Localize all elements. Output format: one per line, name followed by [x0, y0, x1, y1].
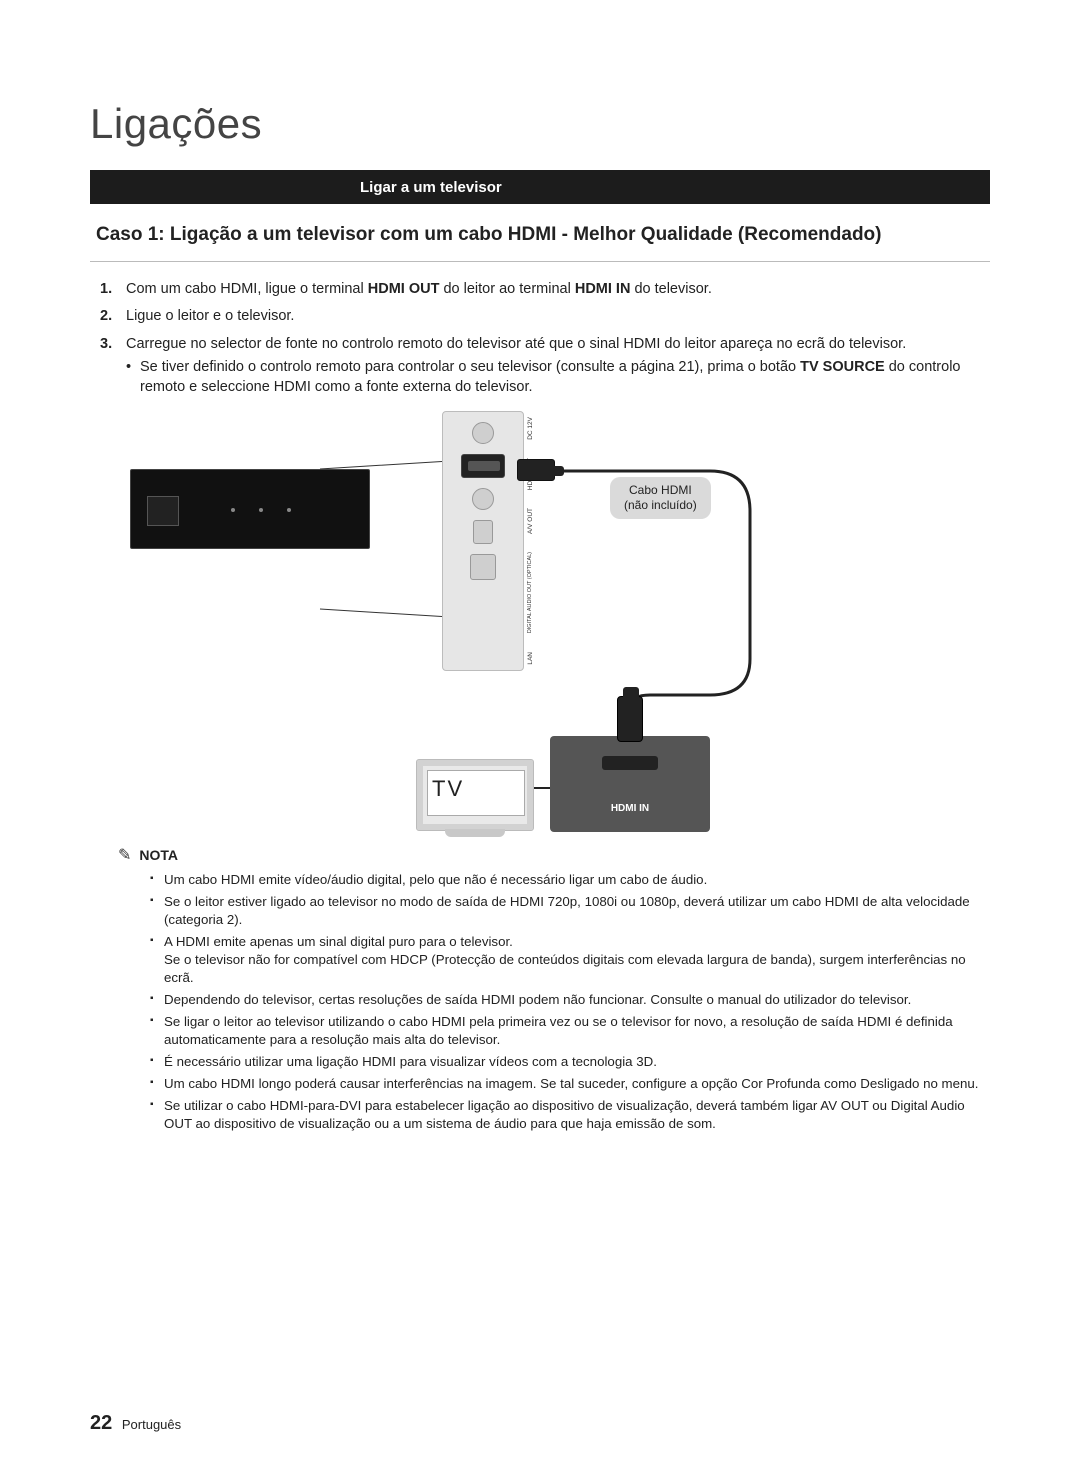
case-title: Caso 1: Ligação a um televisor com um ca…	[90, 222, 990, 249]
hdmi-plug-tv-side	[617, 696, 643, 742]
step-body: Carregue no selector de fonte no control…	[126, 335, 990, 398]
step-body: Ligue o leitor e o televisor.	[126, 307, 294, 327]
notes-list: Um cabo HDMI emite vídeo/áudio digital, …	[90, 871, 990, 1132]
label-dc: DC 12V	[528, 417, 552, 440]
connection-diagram: DC 12V HDMI OUT A/V OUT DIGITAL AUDIO OU…	[90, 409, 990, 839]
hdmi-in-label: HDMI IN	[550, 803, 710, 814]
cable-label-line2: (não incluído)	[624, 498, 697, 513]
hdmi-in-port	[602, 756, 658, 770]
note-item: Se ligar o leitor ao televisor utilizand…	[150, 1013, 990, 1049]
cable-label: Cabo HDMI (não incluído)	[610, 477, 711, 519]
page-number: 22	[90, 1412, 112, 1434]
port-dc	[472, 422, 494, 444]
note-item: Dependendo do televisor, certas resoluçõ…	[150, 991, 990, 1009]
note-item: Um cabo HDMI emite vídeo/áudio digital, …	[150, 871, 990, 889]
chapter-title: Ligações	[90, 100, 990, 148]
tv-hdmi-in-closeup: HDMI IN	[550, 736, 710, 832]
cable-label-line1: Cabo HDMI	[624, 483, 697, 498]
note-icon: ✎	[118, 845, 131, 865]
note-heading: ✎ NOTA	[118, 845, 990, 865]
step-item: 1.Com um cabo HDMI, ligue o terminal HDM…	[100, 280, 990, 300]
note-item: Um cabo HDMI longo poderá causar interfe…	[150, 1075, 990, 1093]
footer-language: Português	[122, 1417, 181, 1432]
divider	[90, 261, 990, 262]
tv-stand	[445, 829, 505, 837]
steps-list: 1.Com um cabo HDMI, ligue o terminal HDM…	[90, 280, 990, 398]
step-item: 3.Carregue no selector de fonte no contr…	[100, 335, 990, 398]
step-number: 2.	[100, 307, 126, 327]
note-heading-text: NOTA	[139, 847, 178, 863]
step-item: 2.Ligue o leitor e o televisor.	[100, 307, 990, 327]
section-bar-text: Ligar a um televisor	[360, 179, 502, 196]
note-item: É necessário utilizar uma ligação HDMI p…	[150, 1053, 990, 1071]
step-sub-bullet: •Se tiver definido o controlo remoto par…	[126, 358, 990, 397]
step-body: Com um cabo HDMI, ligue o terminal HDMI …	[126, 280, 712, 300]
tv-label: TV	[432, 776, 464, 802]
manual-page: Ligações Ligar a um televisor Caso 1: Li…	[0, 0, 1080, 1477]
note-item: Se o leitor estiver ligado ao televisor …	[150, 893, 990, 929]
section-bar: Ligar a um televisor	[90, 170, 990, 204]
step-number: 1.	[100, 280, 126, 300]
note-item: A HDMI emite apenas um sinal digital pur…	[150, 933, 990, 987]
note-item: Se utilizar o cabo HDMI-para-DVI para es…	[150, 1097, 990, 1133]
step-number: 3.	[100, 335, 126, 398]
page-footer: 22 Português	[90, 1412, 181, 1435]
